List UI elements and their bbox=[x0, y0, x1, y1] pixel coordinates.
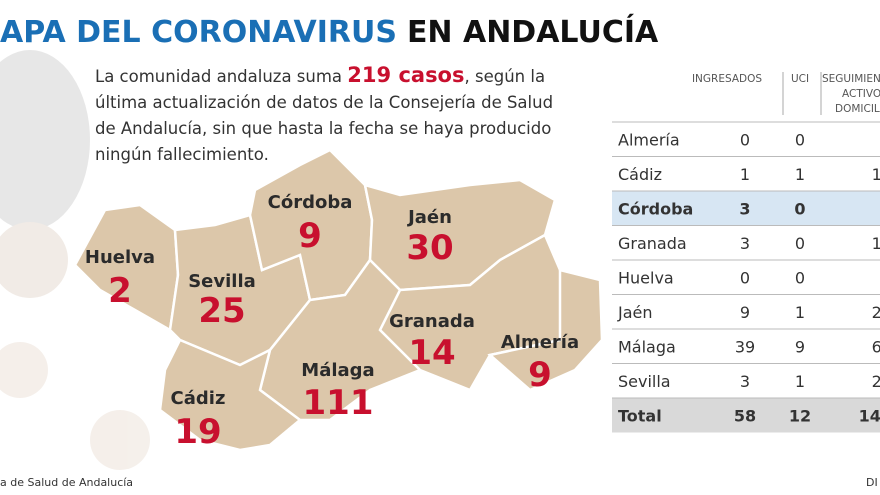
cell: 3 bbox=[740, 234, 750, 253]
row-label: Córdoba bbox=[618, 199, 693, 218]
province-shape bbox=[158, 338, 303, 452]
cell: 21 bbox=[872, 372, 880, 391]
map bbox=[73, 148, 604, 452]
cell: 9 bbox=[795, 337, 805, 356]
intro-line: ningún fallecimiento. bbox=[95, 145, 269, 164]
title: APA DEL CORONAVIRUS EN ANDALUCÍA bbox=[0, 14, 659, 50]
cell: 11 bbox=[872, 234, 880, 253]
intro-text: La comunidad andaluza suma bbox=[95, 67, 347, 86]
cell: 9 bbox=[740, 303, 750, 322]
province-name: Almería bbox=[501, 332, 579, 353]
intro: La comunidad andaluza suma 219 casos, se… bbox=[95, 63, 553, 164]
intro-line: de Andalucía, sin que hasta la fecha se … bbox=[95, 119, 551, 138]
cell: 58 bbox=[734, 406, 756, 425]
cell: 0 bbox=[795, 268, 805, 287]
province-name: Jaén bbox=[406, 207, 452, 228]
province-name: Cádiz bbox=[171, 388, 226, 409]
province-cases: 25 bbox=[198, 291, 245, 331]
cell: 0 bbox=[795, 130, 805, 149]
province-shape bbox=[487, 268, 604, 392]
row-label: Sevilla bbox=[618, 372, 671, 391]
intro-line: última actualización de datos de la Cons… bbox=[95, 93, 553, 112]
table: INGRESADOS UCI SEGUIMIENTO ACTIVO DOMICILIAR… bbox=[612, 72, 880, 433]
column-header: ACTIVO bbox=[842, 88, 880, 100]
province-cases: 2 bbox=[108, 271, 132, 311]
province-cases: 30 bbox=[406, 228, 453, 268]
row-label: Málaga bbox=[618, 337, 676, 356]
province-name: Málaga bbox=[301, 360, 374, 381]
decoration bbox=[0, 50, 150, 470]
source: a de Salud de Andalucía bbox=[0, 476, 133, 489]
cell: 0 bbox=[740, 130, 750, 149]
province-name: Huelva bbox=[85, 247, 155, 268]
cell: 20 bbox=[872, 303, 880, 322]
cell: 17 bbox=[872, 165, 880, 184]
province-name: Granada bbox=[389, 311, 475, 332]
row-label: Almería bbox=[618, 130, 680, 149]
row-label: Cádiz bbox=[618, 165, 662, 184]
row-label: Huelva bbox=[618, 268, 674, 287]
column-header: DOMICILIARIO bbox=[835, 103, 880, 115]
cell: 0 bbox=[794, 199, 805, 218]
total-row-bg bbox=[612, 398, 880, 433]
cell: 39 bbox=[735, 337, 755, 356]
intro-text: , según la bbox=[465, 67, 546, 86]
cell: 0 bbox=[740, 268, 750, 287]
row-label: Granada bbox=[618, 234, 687, 253]
column-header: UCI bbox=[791, 73, 809, 85]
province-cases: 14 bbox=[408, 333, 455, 373]
province-cases: 9 bbox=[528, 355, 552, 395]
cell: 3 bbox=[739, 199, 750, 218]
province-cases: 111 bbox=[303, 383, 374, 423]
cell: 3 bbox=[740, 372, 750, 391]
column-header: INGRESADOS bbox=[692, 73, 762, 85]
cell: 1 bbox=[795, 372, 805, 391]
cell: 12 bbox=[789, 406, 811, 425]
intro-line: La comunidad andaluza suma 219 casos, se… bbox=[95, 63, 545, 87]
cell: 0 bbox=[795, 234, 805, 253]
province-name: Córdoba bbox=[268, 192, 353, 213]
intro-highlight: 219 casos bbox=[347, 63, 464, 87]
cell: 1 bbox=[795, 303, 805, 322]
province-cases: 19 bbox=[174, 412, 221, 452]
cell: 149 bbox=[859, 406, 880, 425]
row-label: Jaén bbox=[617, 303, 653, 322]
column-header: SEGUIMIENTO bbox=[822, 73, 880, 85]
province-name: Sevilla bbox=[188, 271, 256, 292]
brand: DI bbox=[866, 476, 878, 489]
province-cases: 9 bbox=[298, 216, 322, 256]
highlight-row-bg bbox=[612, 191, 880, 226]
cell: 1 bbox=[740, 165, 750, 184]
cell: 1 bbox=[795, 165, 805, 184]
cell: 63 bbox=[872, 337, 880, 356]
row-label: Total bbox=[618, 406, 662, 425]
